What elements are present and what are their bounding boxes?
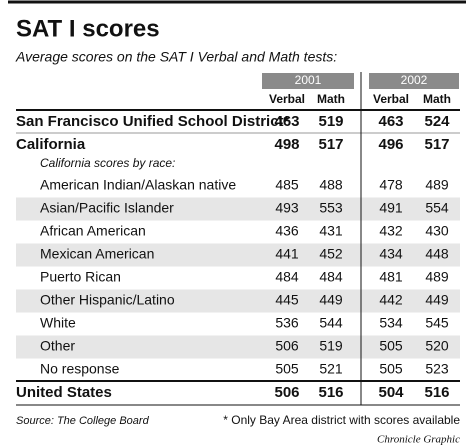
year-label: 2001: [295, 73, 322, 87]
cell-value: 493: [275, 200, 299, 216]
cell-value: 484: [275, 269, 299, 285]
cell-value: 536: [275, 315, 299, 331]
cell-value: 545: [425, 315, 449, 331]
column-header: Verbal: [373, 92, 409, 106]
row-label: United States: [16, 384, 112, 401]
cell-value: 554: [425, 200, 449, 216]
source: Source: The College Board: [16, 415, 150, 427]
row-label: Puerto Rican: [40, 269, 121, 285]
cell-value: 481: [379, 269, 403, 285]
row-label: No response: [40, 361, 120, 377]
row-label: Other: [40, 338, 75, 354]
cell-value: 478: [379, 177, 403, 193]
cell-value: 504: [378, 384, 404, 401]
cell-value: 505: [275, 361, 299, 377]
subheading: California scores by race:: [40, 156, 175, 170]
cell-value: 485: [275, 177, 299, 193]
cell-value: 534: [379, 315, 403, 331]
row-label: White: [40, 315, 76, 331]
cell-value: 519: [319, 338, 343, 354]
title: SAT I scores: [16, 15, 160, 42]
cell-value: 463: [378, 113, 403, 130]
cell-value: 516: [424, 384, 449, 401]
cell-value: 517: [318, 136, 343, 153]
cell-value: 441: [275, 246, 299, 262]
cell-value: 432: [379, 223, 403, 239]
row-label: California: [16, 136, 86, 153]
cell-value: 484: [319, 269, 343, 285]
cell-value: 452: [319, 246, 343, 262]
year-bar: [262, 73, 354, 89]
cell-value: 489: [425, 177, 449, 193]
cell-value: 431: [319, 223, 343, 239]
year-label: 2002: [401, 73, 428, 87]
cell-value: 430: [425, 223, 449, 239]
cell-value: 516: [318, 384, 343, 401]
cell-value: 449: [425, 292, 449, 308]
cell-value: 523: [425, 361, 449, 377]
row-shade: [16, 197, 460, 221]
row-shade: [16, 289, 460, 313]
cell-value: 489: [425, 269, 449, 285]
cell-value: 506: [274, 384, 299, 401]
cell-value: 442: [379, 292, 403, 308]
cell-value: 449: [319, 292, 343, 308]
row-label: African American: [40, 223, 146, 239]
cell-value: 517: [424, 136, 449, 153]
column-header: Math: [317, 92, 345, 106]
column-header: Math: [423, 92, 451, 106]
row-shade: [16, 243, 460, 267]
cell-value: 505: [379, 361, 403, 377]
cell-value: 498: [274, 136, 299, 153]
cell-value: 445: [275, 292, 299, 308]
row-shade: [16, 335, 460, 359]
cell-value: 521: [319, 361, 343, 377]
subtitle: Average scores on the SAT I Verbal and M…: [15, 49, 337, 65]
row-label: American Indian/Alaskan native: [40, 177, 236, 193]
row-label: Other Hispanic/Latino: [40, 292, 175, 308]
credit: Chronicle Graphic: [377, 434, 460, 446]
cell-value: 496: [378, 136, 403, 153]
note: * Only Bay Area district with scores ava…: [223, 413, 460, 427]
row-label: Mexican American: [40, 246, 154, 262]
cell-value: 436: [275, 223, 299, 239]
cell-value: 491: [379, 200, 403, 216]
column-header: Verbal: [269, 92, 305, 106]
cell-value: 448: [425, 246, 449, 262]
cell-value: 519: [318, 113, 343, 130]
cell-value: 434: [379, 246, 403, 262]
cell-value: 524: [424, 113, 450, 130]
cell-value: 520: [425, 338, 449, 354]
cell-value: 488: [319, 177, 343, 193]
cell-value: 505: [379, 338, 403, 354]
row-label: San Francisco Unified School District*: [16, 113, 290, 130]
cell-value: 553: [319, 200, 343, 216]
year-bar: [369, 73, 459, 89]
cell-value: 463: [274, 113, 299, 130]
cell-value: 506: [275, 338, 299, 354]
row-label: Asian/Pacific Islander: [40, 200, 174, 216]
cell-value: 544: [319, 315, 343, 331]
